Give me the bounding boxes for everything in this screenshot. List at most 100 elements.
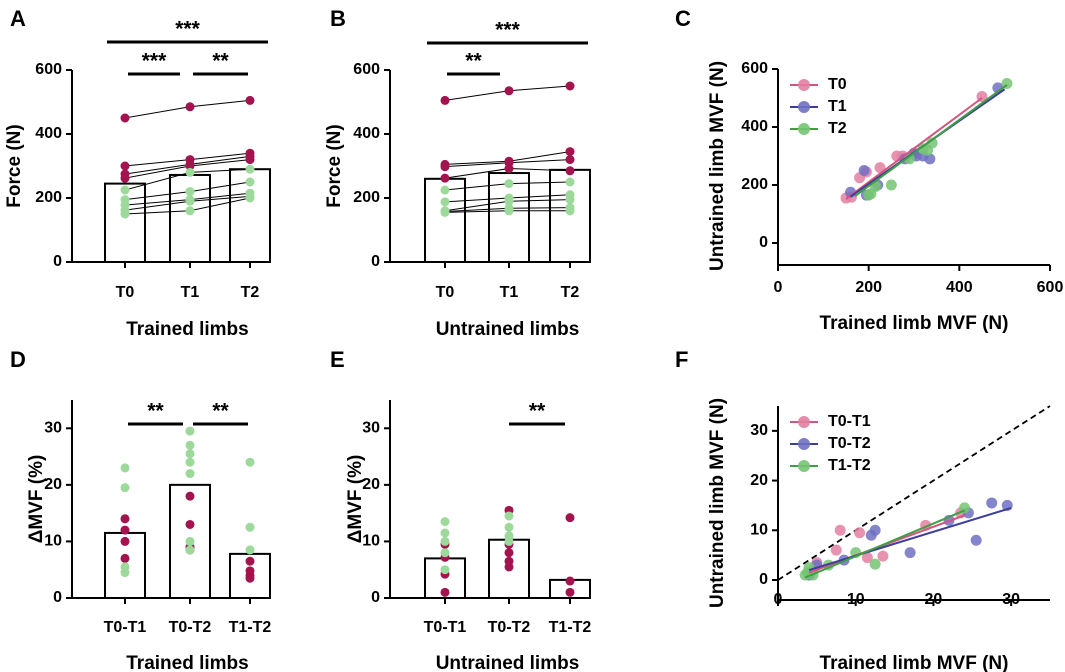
data-point	[245, 573, 255, 583]
y-tick-label: 30	[362, 420, 380, 437]
data-point	[185, 167, 195, 177]
data-point	[120, 514, 130, 524]
data-point	[924, 153, 936, 165]
x-tick-label: T0	[436, 284, 455, 301]
data-point	[245, 457, 255, 467]
legend-label: T1	[828, 98, 847, 115]
data-point	[440, 587, 450, 597]
legend-label: T2	[828, 120, 847, 137]
y-tick-label: 400	[353, 125, 380, 142]
data-point	[504, 511, 514, 521]
data-point	[440, 517, 450, 527]
fit-line	[804, 509, 965, 579]
significance-label: ***	[495, 19, 520, 42]
legend-marker	[798, 101, 810, 113]
data-point	[504, 536, 514, 546]
data-point	[440, 185, 450, 195]
y-tick-label: 400	[35, 125, 62, 142]
x-tick-label: T1-T2	[229, 619, 272, 636]
y-tick-label: 30	[750, 422, 768, 439]
data-point	[120, 161, 130, 171]
data-point	[440, 162, 450, 172]
data-point	[120, 463, 130, 473]
y-tick-label: 0	[53, 253, 62, 270]
significance-label: **	[212, 400, 229, 423]
data-point	[440, 536, 450, 546]
data-point	[874, 162, 886, 174]
data-point	[245, 155, 255, 165]
legend-marker	[798, 438, 810, 450]
data-point	[440, 95, 450, 105]
x-tick-label: 600	[1037, 279, 1064, 296]
data-point	[185, 102, 195, 112]
x-tick-label: T1	[500, 284, 519, 301]
data-point	[245, 193, 255, 203]
y-axis-label: ΔMVF (%)	[345, 455, 366, 544]
data-point	[926, 137, 938, 149]
data-point	[504, 522, 514, 532]
data-point	[504, 86, 514, 96]
data-point	[970, 534, 982, 546]
data-point	[504, 548, 514, 558]
data-point	[565, 587, 575, 597]
panel-label: F	[675, 347, 688, 372]
data-point	[565, 576, 575, 586]
data-point	[185, 519, 195, 529]
x-axis-label: Trained limb MVF (N)	[820, 313, 1009, 334]
data-point	[120, 568, 130, 578]
x-axis-label: Untrained limbs	[436, 653, 580, 672]
data-point	[858, 165, 870, 176]
y-tick-label: 400	[741, 118, 768, 135]
data-point	[120, 185, 130, 195]
data-point	[565, 81, 575, 91]
data-point	[565, 195, 575, 205]
data-point	[834, 524, 846, 536]
x-tick-label: 200	[855, 279, 882, 296]
panel-e: E 0 10 20 30 ΔMVF (%) T0-T1 T0-T2 T1-T2 Untrained…	[330, 347, 591, 672]
panel-c: C 0 200 400 600 0 200 400 600 Untrained limb MVF …	[675, 6, 1063, 334]
data-point	[120, 173, 130, 183]
x-axis-label: Trained limbs	[126, 319, 248, 340]
data-point	[185, 536, 195, 546]
data-point	[869, 558, 881, 570]
significance-label: **	[147, 400, 164, 423]
data-point	[440, 173, 450, 183]
x-tick-label: T0-T2	[169, 619, 212, 636]
data-point	[185, 457, 195, 467]
panel-d: D 0 10 20 30 ΔMVF (%) T0-T1 T0-T2 T1-T2 Trained l…	[10, 347, 271, 672]
data-point	[504, 179, 514, 189]
legend-label: T0-T2	[828, 435, 871, 452]
data-point	[904, 547, 916, 559]
data-point	[565, 206, 575, 216]
data-point	[120, 483, 130, 493]
data-point	[440, 207, 450, 217]
x-tick-label: T0-T1	[424, 619, 467, 636]
data-point	[565, 147, 575, 157]
y-axis-label: Force (N)	[324, 124, 345, 207]
data-point	[185, 196, 195, 206]
x-tick-label: T2	[561, 284, 580, 301]
data-point	[120, 536, 130, 546]
data-point	[565, 166, 575, 176]
y-tick-label: 20	[44, 476, 62, 493]
data-point	[120, 553, 130, 563]
data-point	[565, 513, 575, 523]
y-tick-label: 20	[362, 476, 380, 493]
significance-label: **	[465, 50, 482, 73]
data-point	[245, 556, 255, 566]
data-point	[245, 95, 255, 105]
y-tick-label: 0	[371, 253, 380, 270]
data-point	[120, 113, 130, 123]
data-point	[986, 497, 998, 509]
fit-line	[808, 506, 1012, 572]
panel-label: C	[675, 6, 691, 31]
y-tick-label: 30	[44, 420, 62, 437]
y-tick-label: 200	[353, 189, 380, 206]
x-tick-label: 30	[1002, 591, 1020, 608]
data-point	[440, 548, 450, 558]
x-tick-label: T2	[241, 284, 260, 301]
data-point	[877, 550, 889, 562]
fit-line	[845, 97, 983, 200]
data-point	[869, 524, 881, 536]
legend-marker	[798, 123, 810, 135]
